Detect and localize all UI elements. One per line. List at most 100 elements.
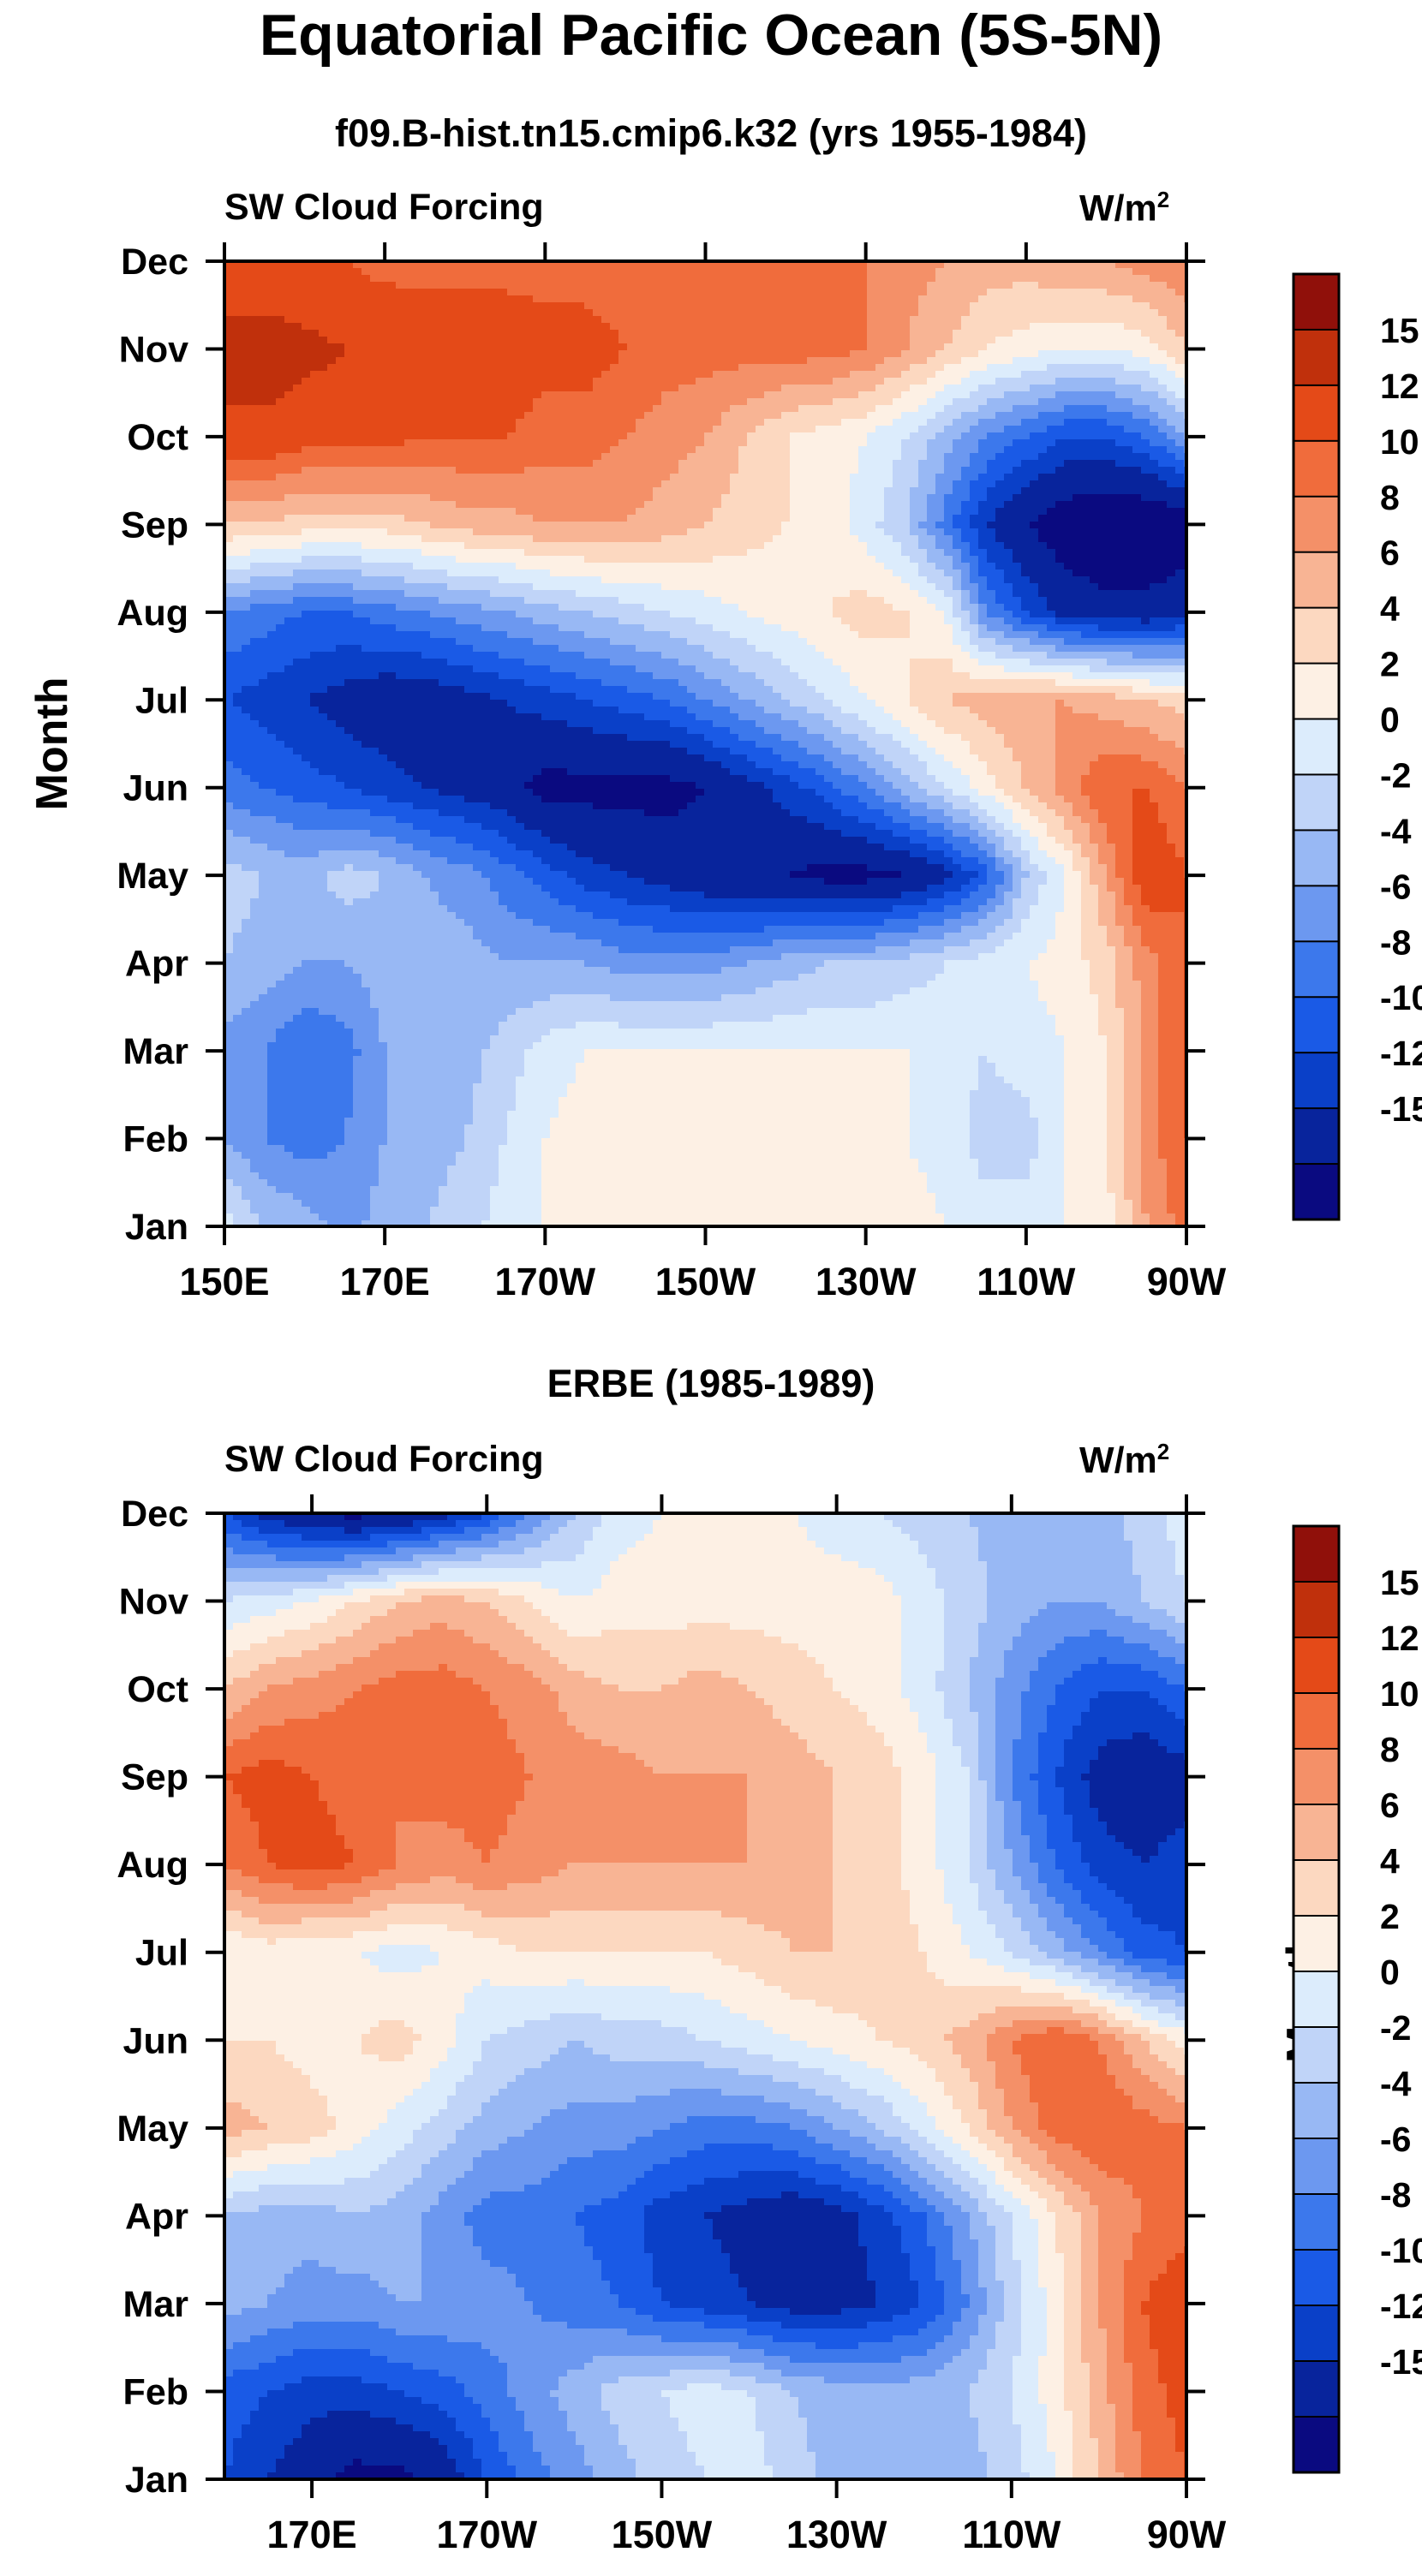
panel1-heat-cell	[1150, 316, 1159, 324]
panel1-heat-cell	[550, 268, 559, 276]
panel1-heat-cell	[593, 289, 602, 296]
panel1-heat-cell	[516, 282, 525, 289]
panel1-heat-cell	[353, 268, 362, 276]
panel1-heat-cell	[524, 309, 534, 317]
panel1-heat-cell	[970, 282, 979, 289]
panel1-heat-cell	[439, 295, 448, 303]
panel1-heat-cell	[798, 282, 808, 289]
panel1-heat-cell	[1072, 323, 1082, 331]
panel1-heat-cell	[559, 330, 568, 337]
panel1-heat-cell	[790, 268, 799, 276]
panel1-heat-cell	[678, 295, 688, 303]
panel1-heat-cell	[499, 330, 508, 337]
panel1-heat-cell	[1107, 309, 1116, 317]
panel1-heat-cell	[387, 309, 397, 317]
panel1-heat-cell	[284, 302, 294, 310]
panel1-heat-cell	[1038, 309, 1048, 317]
panel1-heat-cell	[841, 275, 851, 283]
panel1-heat-cell	[884, 295, 893, 303]
panel1-heat-cell	[1021, 323, 1031, 331]
panel1-heat-cell	[644, 302, 654, 310]
panel1-heat-cell	[559, 289, 568, 296]
panel1-heat-cell	[653, 330, 662, 337]
panel1-heat-cell	[721, 309, 731, 317]
panel1-heat-cell	[250, 282, 260, 289]
panel1-heat-cell	[1013, 309, 1022, 317]
panel1-heat-cell	[850, 282, 859, 289]
panel1-heat-cell	[456, 295, 465, 303]
panel1-heat-cell	[456, 289, 465, 296]
panel1-heat-cell	[987, 282, 996, 289]
panel1-heat-cell	[524, 316, 534, 324]
panel1-heat-cell	[439, 323, 448, 331]
panel1-heat-cell	[396, 309, 405, 317]
panel1-heat-cell	[439, 302, 448, 310]
panel1-heat-cell	[524, 282, 534, 289]
panel1-heat-cell	[927, 289, 936, 296]
panel1-heat-cell	[1132, 295, 1142, 303]
panel1-heat-cell	[696, 302, 705, 310]
panel1-heat-cell	[456, 268, 465, 276]
panel1-heat-cell	[541, 302, 551, 310]
panel1-heat-cell	[704, 282, 714, 289]
panel1-heat-cell	[1021, 295, 1031, 303]
panel1-heat-cell	[636, 330, 645, 337]
panel1-heat-cell	[516, 330, 525, 337]
panel1-heat-cell	[516, 289, 525, 296]
panel1-heat-cell	[507, 295, 517, 303]
panel1-heat-cell	[533, 309, 542, 317]
panel1-heat-cell	[824, 316, 833, 324]
panel1-heat-cell	[644, 295, 654, 303]
panel1-heat-cell	[524, 295, 534, 303]
panel1-heat-cell	[233, 302, 242, 310]
panel1-heat-cell	[439, 268, 448, 276]
panel1-heat-cell	[790, 309, 799, 317]
panel1-heat-cell	[421, 302, 431, 310]
panel1-heat-cell	[1132, 316, 1142, 324]
panel1-heat-cell	[696, 295, 705, 303]
panel1-heat-cell	[473, 289, 482, 296]
panel1-heat-cell	[524, 330, 534, 337]
panel1-heat-cell	[730, 295, 739, 303]
panel1-heat-cell	[893, 316, 902, 324]
panel1-heat-cell	[970, 302, 979, 310]
panel1-heat-cell	[1004, 295, 1013, 303]
panel1-heat-cell	[310, 289, 320, 296]
panel1-heat-cell	[1150, 289, 1159, 296]
panel1-heat-cell	[576, 302, 585, 310]
panel1-heat-cell	[1038, 268, 1048, 276]
panel1-heat-cell	[713, 330, 722, 337]
panel1-heat-cell	[1150, 268, 1159, 276]
panel1-heat-cell	[661, 316, 671, 324]
panel1-heat-cell	[1167, 316, 1176, 324]
panel1-heat-cell	[841, 323, 851, 331]
panel1-heat-cell	[1004, 302, 1013, 310]
panel1-heat-cell	[499, 268, 508, 276]
panel1-heat-cell	[961, 295, 971, 303]
panel1-heat-cell	[893, 309, 902, 317]
panel1-heat-cell	[670, 275, 679, 283]
panel1-heat-cell	[550, 316, 559, 324]
panel1-heat-cell	[687, 316, 696, 324]
panel1-heat-cell	[1107, 302, 1116, 310]
panel1-heat-cell	[293, 295, 302, 303]
panel1-heat-cell	[747, 302, 756, 310]
panel1-heat-cell	[319, 295, 328, 303]
panel1-heat-cell	[490, 295, 499, 303]
panel1-heat-cell	[858, 268, 868, 276]
panel1-heat-cell	[824, 323, 833, 331]
panel1-heat-cell	[481, 268, 491, 276]
panel1-heat-cell	[541, 316, 551, 324]
panel1-heat-cell	[970, 309, 979, 317]
panel1-heat-cell	[524, 323, 534, 331]
panel1-heat-cell	[670, 282, 679, 289]
panel1-heat-cell	[781, 330, 791, 337]
panel1-heat-cell	[336, 275, 345, 283]
panel1-heat-cell	[738, 330, 748, 337]
panel1-heat-cell	[747, 268, 756, 276]
panel1-heat-cell	[833, 316, 842, 324]
panel1-heat-cell	[644, 323, 654, 331]
panel1-heat-cell	[490, 268, 499, 276]
panel1-heat-cell	[344, 289, 354, 296]
panel1-heat-cell	[935, 268, 945, 276]
